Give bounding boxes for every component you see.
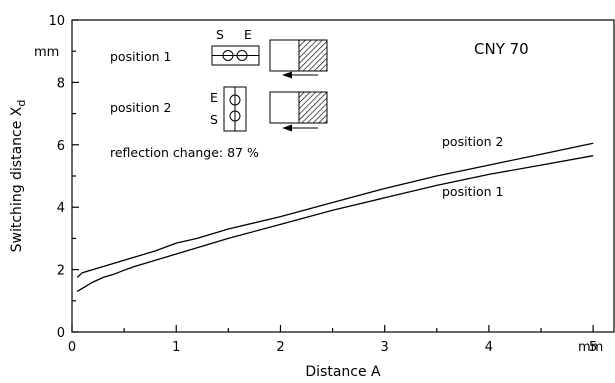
x-unit-label: mm — [578, 340, 603, 355]
y-axis-title: Switching distance Xd — [9, 100, 28, 253]
plot-frame — [71, 19, 615, 333]
reflection-change-text: reflection change: 87 % — [110, 145, 259, 160]
x-tick-label: 5 — [589, 340, 597, 355]
inset-position-1-label: position 1 — [110, 49, 171, 64]
y-tick-label: 0 — [57, 326, 65, 341]
series-label-position-2: position 2 — [442, 134, 503, 149]
device-label: CNY 70 — [474, 40, 529, 58]
x-tick-label: 3 — [381, 340, 389, 355]
inset-sensor-s-top: S — [216, 27, 224, 42]
x-tick-label: 0 — [68, 340, 76, 355]
y-tick-label: 2 — [57, 264, 65, 279]
arrow-left-1-icon — [282, 71, 318, 79]
x-tick-label: 2 — [276, 340, 284, 355]
series-lines — [76, 142, 594, 292]
x-tick-label: 1 — [172, 340, 180, 355]
inset-position-2-label: position 2 — [110, 100, 171, 115]
y-axis-title-group: Switching distance Xd — [9, 100, 28, 253]
y-tick-label: 8 — [57, 76, 65, 91]
arrow-left-2-icon — [282, 124, 318, 132]
series-label-position-1: position 1 — [442, 184, 503, 199]
series-line-position-1 — [76, 155, 594, 292]
arrow-left-1-head — [282, 71, 292, 79]
reflector-1-icon — [269, 39, 328, 72]
y-unit-label: mm — [34, 45, 59, 60]
x-tick-label: 4 — [485, 340, 493, 355]
x-axis-ticks: 0 1 2 3 4 5 — [68, 325, 597, 355]
x-axis-title: Distance A — [305, 364, 381, 380]
reflector-2-hatched — [299, 92, 327, 123]
inset-sensor-e-side: E — [210, 90, 218, 105]
inset-sensor-e-top: E — [244, 27, 252, 42]
sensor-vertical-icon — [223, 86, 247, 132]
y-axis-title-subscript: d — [15, 100, 28, 107]
arrow-left-2-head — [282, 124, 292, 132]
y-tick-label: 4 — [57, 201, 65, 216]
sensor-horizontal-icon — [211, 45, 260, 66]
y-tick-label: 10 — [48, 14, 65, 29]
inset-sensor-s-side: S — [210, 112, 218, 127]
y-axis-ticks: 0 2 4 6 8 10 — [48, 14, 79, 341]
series-line-position-2 — [76, 142, 594, 278]
reflector-2-icon — [269, 91, 328, 124]
y-axis-title-main: Switching distance X — [9, 106, 25, 252]
y-tick-label: 6 — [57, 139, 65, 154]
reflector-1-hatched — [299, 40, 327, 71]
